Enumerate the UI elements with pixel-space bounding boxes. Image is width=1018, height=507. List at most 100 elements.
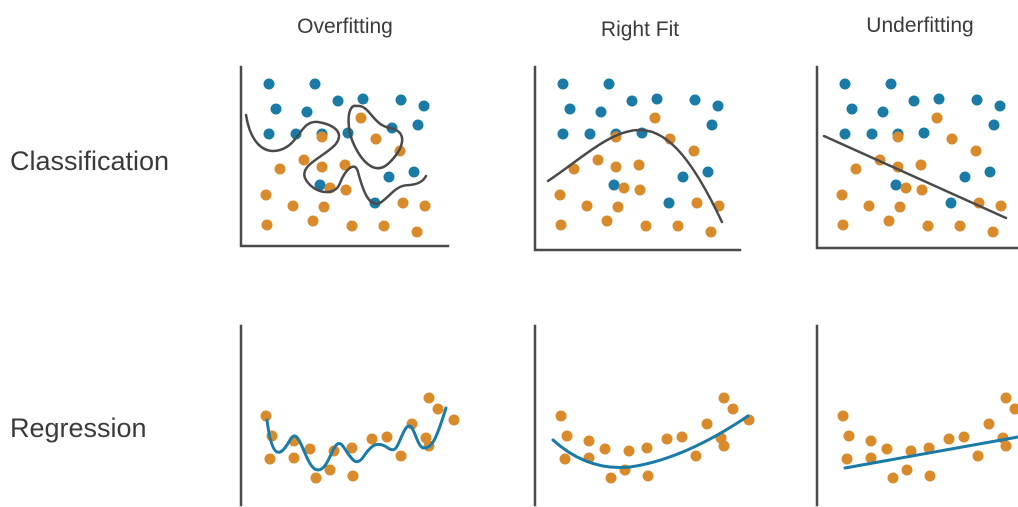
- row-label-classification: Classification: [10, 146, 169, 176]
- blue-point: [290, 128, 302, 140]
- row-label-regression: Regression: [10, 413, 147, 443]
- orange-point: [946, 133, 958, 145]
- blue-point: [890, 179, 902, 191]
- blue-point: [270, 103, 282, 115]
- orange-point: [448, 414, 460, 426]
- orange-point: [865, 452, 877, 464]
- blue-point: [603, 78, 615, 90]
- orange-point: [901, 464, 913, 476]
- blue-point: [395, 94, 407, 106]
- orange-point: [432, 403, 444, 415]
- orange-point: [705, 226, 717, 238]
- blue-point: [702, 166, 714, 178]
- column-title-overfitting: Overfitting: [297, 15, 393, 38]
- overfit-decision-boundary: [244, 113, 428, 205]
- orange-point: [355, 112, 367, 124]
- orange-point: [555, 410, 567, 422]
- orange-point: [261, 219, 273, 231]
- orange-point: [688, 145, 700, 157]
- blue-point: [408, 166, 420, 178]
- blue-point: [933, 93, 945, 105]
- blue-point: [918, 127, 930, 139]
- blue-point: [263, 78, 275, 90]
- blue-point: [418, 100, 430, 112]
- orange-point: [894, 201, 906, 213]
- blue-point: [712, 100, 724, 112]
- orange-point: [274, 163, 286, 175]
- orange-point: [924, 470, 936, 482]
- orange-point: [649, 112, 661, 124]
- blue-points: [839, 78, 1006, 209]
- orange-points: [554, 112, 725, 238]
- blue-point: [846, 103, 858, 115]
- blue-point: [839, 128, 851, 140]
- underfit-decision-boundary: [822, 134, 1008, 220]
- blue-point: [885, 78, 897, 90]
- axes: [815, 65, 1018, 250]
- orange-point: [568, 163, 580, 175]
- column-title-underfitting: Underfitting: [866, 14, 973, 37]
- orange-point: [633, 159, 645, 171]
- orange-point: [958, 431, 970, 443]
- orange-point: [916, 184, 928, 196]
- orange-point: [381, 431, 393, 443]
- orange-point: [983, 418, 995, 430]
- orange-point: [954, 220, 966, 232]
- orange-point: [865, 435, 877, 447]
- blue-point: [677, 171, 689, 183]
- orange-point: [900, 182, 912, 194]
- orange-point: [1000, 392, 1012, 404]
- blue-point: [383, 171, 395, 183]
- blue-point: [332, 95, 344, 107]
- orange-point: [995, 200, 1007, 212]
- orange-point: [1000, 440, 1012, 452]
- orange-points: [555, 392, 755, 484]
- orange-point: [307, 215, 319, 227]
- orange-point: [883, 215, 895, 227]
- orange-point: [561, 430, 573, 442]
- orange-point: [701, 418, 713, 430]
- blue-points: [263, 78, 430, 209]
- orange-point: [324, 464, 336, 476]
- blue-point: [877, 106, 889, 118]
- blue-point: [971, 94, 983, 106]
- orange-point: [423, 392, 435, 404]
- overfit-decision-boundary-loop: [347, 104, 404, 170]
- orange-point: [642, 470, 654, 482]
- orange-point: [691, 197, 703, 209]
- orange-point: [346, 442, 358, 454]
- orange-point: [370, 133, 382, 145]
- blue-point: [959, 171, 971, 183]
- orange-point: [304, 443, 316, 455]
- blue-point: [608, 179, 620, 191]
- blue-point: [988, 119, 1000, 131]
- blue-point: [301, 106, 313, 118]
- orange-point: [346, 220, 358, 232]
- blue-point: [357, 93, 369, 105]
- blue-point: [626, 95, 638, 107]
- orange-point: [1009, 403, 1018, 415]
- orange-point: [676, 431, 688, 443]
- orange-point: [837, 219, 849, 231]
- orange-point: [837, 410, 849, 422]
- orange-point: [922, 220, 934, 232]
- orange-point: [640, 220, 652, 232]
- orange-point: [970, 145, 982, 157]
- orange-point: [887, 472, 899, 484]
- blue-point: [584, 128, 596, 140]
- blue-point: [663, 197, 675, 209]
- orange-point: [260, 189, 272, 201]
- blue-point: [263, 128, 275, 140]
- orange-point: [310, 472, 322, 484]
- orange-point: [863, 200, 875, 212]
- orange-point: [339, 159, 351, 171]
- orange-point: [923, 442, 935, 454]
- orange-point: [850, 163, 862, 175]
- orange-point: [836, 189, 848, 201]
- axes: [239, 65, 450, 248]
- orange-point: [881, 443, 893, 455]
- orange-point: [347, 470, 359, 482]
- panel-regression-right-fit: [533, 324, 755, 507]
- orange-point: [288, 452, 300, 464]
- orange-point: [397, 197, 409, 209]
